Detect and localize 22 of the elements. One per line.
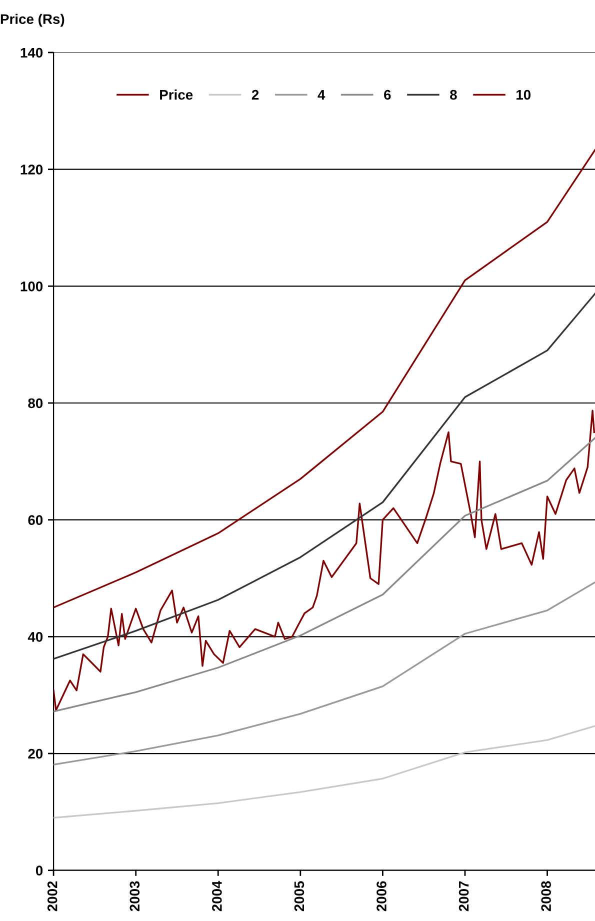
x-tick-label: 2008 <box>541 881 551 912</box>
y-tick-label: 0 <box>36 866 43 876</box>
x-tick-label: 2005 <box>294 881 304 912</box>
y-tick-label: 100 <box>20 282 43 292</box>
legend-label: 10 <box>516 90 531 100</box>
legend-label: Price <box>160 90 193 100</box>
y-tick-label: 120 <box>20 164 43 174</box>
legend-label: 8 <box>450 90 457 100</box>
x-tick-label: 2003 <box>130 881 140 912</box>
y-tick-label: 80 <box>28 398 43 408</box>
y-tick-label: 20 <box>28 748 43 759</box>
y-tick-label: 60 <box>28 515 43 526</box>
legend-label: 4 <box>318 90 326 100</box>
x-tick-label: 2002 <box>47 881 58 912</box>
y-tick-label: 140 <box>20 48 43 58</box>
x-tick-label: 2004 <box>212 880 222 912</box>
y-tick-label: 40 <box>28 632 43 642</box>
x-tick-label: 2007 <box>458 881 469 912</box>
x-tick-label: 2006 <box>376 881 386 912</box>
legend-label: 2 <box>252 90 259 100</box>
legend-label: 6 <box>384 90 391 100</box>
y-axis-title: Price (Rs) <box>0 14 64 27</box>
